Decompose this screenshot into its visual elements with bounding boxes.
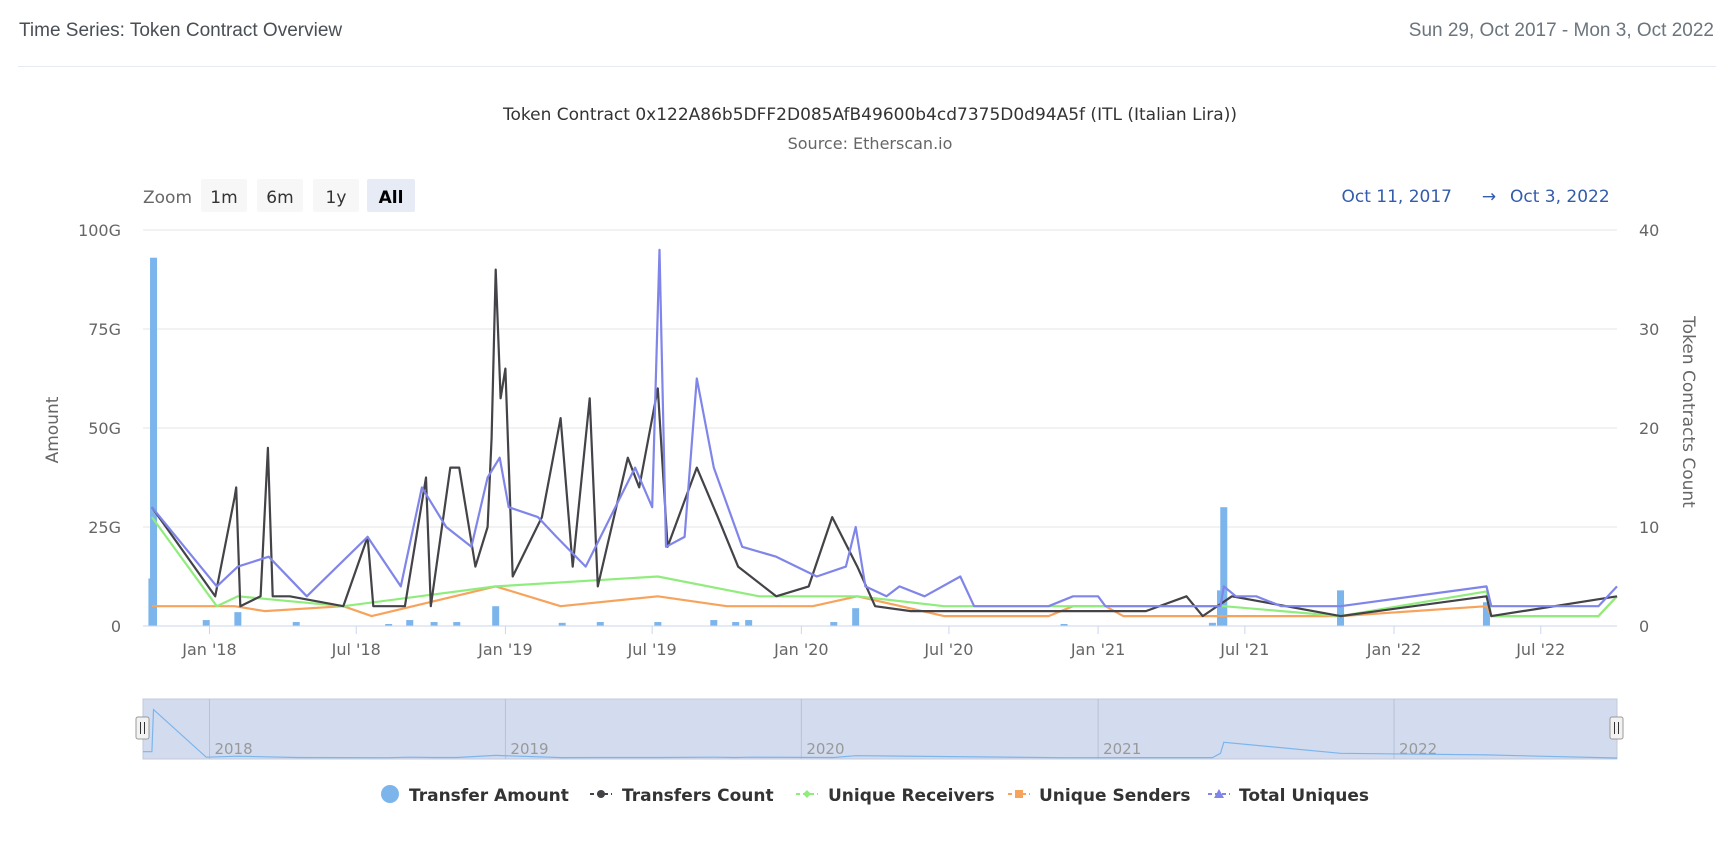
transfer-amount-bar[interactable] — [492, 606, 500, 626]
y-left-tick-label: 100G — [78, 221, 121, 240]
x-tick-label: Jan '21 — [1070, 640, 1126, 659]
x-tick-label: Jul '19 — [627, 640, 677, 659]
x-tick-label: Jul '22 — [1515, 640, 1565, 659]
x-tick-label: Jul '21 — [1219, 640, 1269, 659]
transfer-amount-bar[interactable] — [732, 622, 740, 626]
total-uniques-line[interactable] — [151, 248, 1618, 608]
legend-label-total-uniques: Total Uniques — [1239, 786, 1369, 806]
navigator-year-label: 2020 — [806, 740, 844, 758]
x-tick-label: Jul '18 — [331, 640, 381, 659]
y-right-tick-label: 40 — [1639, 221, 1659, 240]
navigator-series — [143, 708, 1618, 759]
x-tick-label: Jul '20 — [923, 640, 973, 659]
zoom-button-1m-label: 1m — [210, 188, 237, 208]
navigator[interactable]: 2018 2019 2020 2021 2022 — [135, 698, 1624, 760]
zoom-label: Zoom — [143, 188, 192, 208]
navigator-year-label: 2018 — [214, 740, 252, 758]
x-tick-label: Jan '18 — [181, 640, 237, 659]
card-header: Time Series: Token Contract Overview Sun… — [18, 0, 1716, 67]
navigator-mask[interactable] — [142, 698, 1618, 760]
transfer-amount-bar[interactable] — [202, 620, 210, 626]
range-arrow: → — [1482, 187, 1496, 207]
legend-item-total-uniques[interactable]: Total Uniques — [1208, 786, 1369, 806]
y-left-tick-label: 25G — [88, 518, 121, 537]
y-axis-left: 0 25G 50G 75G 100G — [78, 221, 121, 636]
transfer-amount-bar[interactable] — [1337, 590, 1345, 626]
y-axis-right: 0 10 20 30 40 — [1639, 221, 1659, 636]
transfer-amount-series — [148, 257, 1490, 626]
transfer-amount-bar[interactable] — [148, 578, 156, 626]
transfer-amount-bar[interactable] — [1217, 590, 1225, 626]
range-from-input[interactable]: Oct 11, 2017 — [1342, 187, 1453, 207]
y-left-tick-label: 75G — [88, 320, 121, 339]
zoom-button-1y-label: 1y — [326, 188, 347, 208]
unique-senders-line[interactable] — [151, 585, 1618, 618]
transfer-amount-bar[interactable] — [406, 620, 414, 626]
legend-item-transfer-amount[interactable]: Transfer Amount — [381, 785, 569, 806]
navigator-handle-right[interactable] — [1609, 716, 1624, 740]
transfer-amount-bar[interactable] — [830, 622, 838, 626]
y-left-tick-label: 0 — [111, 617, 121, 636]
transfer-amount-bar[interactable] — [430, 622, 438, 626]
legend-item-unique-receivers[interactable]: Unique Receivers — [796, 786, 995, 806]
transfer-amount-bar[interactable] — [1060, 624, 1068, 626]
transfer-amount-bar[interactable] — [385, 624, 393, 626]
navigator-year-label: 2019 — [510, 740, 548, 758]
transfer-amount-bar[interactable] — [453, 622, 461, 626]
y-right-tick-label: 20 — [1639, 419, 1659, 438]
legend-item-transfers-count[interactable]: Transfers Count — [590, 786, 774, 806]
legend-label-transfers-count: Transfers Count — [622, 786, 774, 806]
legend-label-unique-senders: Unique Senders — [1039, 786, 1191, 806]
y-right-tick-label: 0 — [1639, 617, 1649, 636]
transfer-amount-bar[interactable] — [745, 620, 753, 626]
chart-title: Token Contract 0x122A86b5DFF2D085AfB4960… — [502, 105, 1237, 125]
x-tick-label: Jan '20 — [773, 640, 829, 659]
zoom-button-all[interactable]: All — [367, 179, 415, 212]
y-right-tick-label: 10 — [1639, 518, 1659, 537]
transfer-amount-bar[interactable] — [1482, 602, 1490, 626]
transfer-amount-bar[interactable] — [1208, 622, 1216, 626]
range-to-input[interactable]: Oct 3, 2022 — [1510, 187, 1610, 207]
transfer-amount-bar[interactable] — [1220, 507, 1228, 626]
unique-receivers-line[interactable] — [151, 516, 1618, 618]
navigator-handle-left[interactable] — [135, 716, 150, 740]
zoom-button-6m-label: 6m — [266, 188, 293, 208]
transfer-amount-bar[interactable] — [150, 257, 158, 626]
transfers-count-line[interactable] — [151, 268, 1618, 618]
legend-item-unique-senders[interactable]: Unique Senders — [1008, 786, 1191, 806]
y-axis-right-title: Token Contracts Count — [1678, 315, 1698, 508]
navigator-year-label: 2021 — [1103, 740, 1141, 758]
line-series-group — [151, 248, 1618, 618]
y-axis-left-title: Amount — [43, 396, 63, 463]
transfer-amount-bar[interactable] — [292, 622, 300, 626]
chart-subtitle: Source: Etherscan.io — [788, 134, 953, 153]
date-range: Sun 29, Oct 2017 - Mon 3, Oct 2022 — [1408, 20, 1714, 41]
legend: Transfer Amount Transfers Count Unique R… — [381, 785, 1369, 806]
navigator-year-label: 2022 — [1399, 740, 1437, 758]
card-title: Time Series: Token Contract Overview — [19, 20, 343, 41]
transfer-amount-bar[interactable] — [710, 620, 718, 626]
zoom-button-all-label: All — [379, 188, 404, 208]
y-right-tick-label: 30 — [1639, 320, 1659, 339]
x-tick-label: Jan '19 — [477, 640, 533, 659]
navigator-years: 2018 2019 2020 2021 2022 — [208, 699, 1437, 759]
transfer-amount-bar[interactable] — [234, 612, 242, 626]
transfer-amount-bar[interactable] — [596, 622, 604, 626]
y-left-tick-label: 50G — [88, 419, 121, 438]
transfer-amount-bar[interactable] — [654, 622, 662, 626]
zoom-button-6m[interactable]: 6m — [257, 179, 303, 212]
zoom-button-1y[interactable]: 1y — [313, 179, 359, 212]
x-axis-ticks: Jan '18 Jul '18 Jan '19 Jul '19 Jan '20 Jul '… — [181, 626, 1565, 659]
legend-label-transfer-amount: Transfer Amount — [409, 786, 569, 806]
zoom-button-1m[interactable]: 1m — [201, 179, 247, 212]
transfer-amount-bar[interactable] — [558, 622, 566, 626]
grid-lines — [143, 229, 1617, 627]
legend-label-unique-receivers: Unique Receivers — [828, 786, 995, 806]
transfer-amount-bar[interactable] — [852, 608, 860, 626]
x-tick-label: Jan '22 — [1366, 640, 1422, 659]
